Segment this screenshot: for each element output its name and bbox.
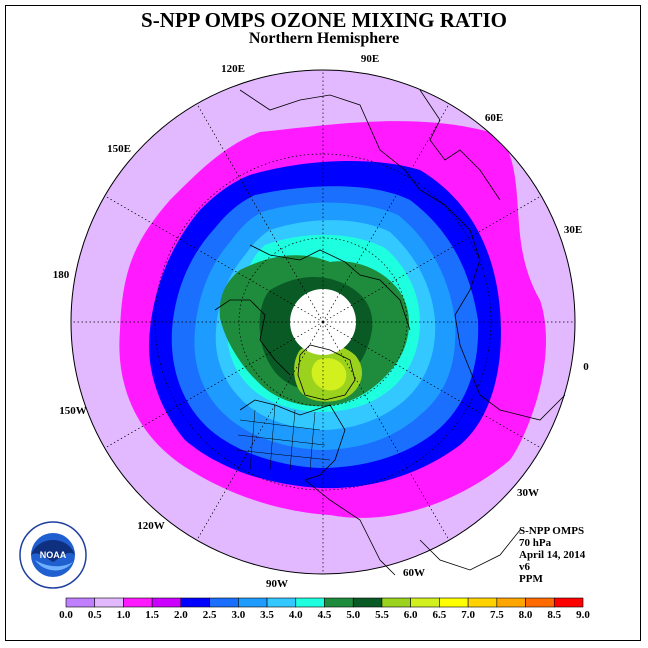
info-units: PPM [519, 573, 543, 585]
longitude-labels: 90E 60E 30E 0 30W 60W 90W 120W 150W 180 … [53, 53, 590, 590]
lon-label-30w: 30W [517, 487, 539, 499]
us-state-borders [235, 404, 331, 471]
lon-label-120w: 120W [137, 520, 165, 532]
colorbar-tick-label: 3.5 [260, 609, 274, 621]
colorbar-swatch [496, 597, 526, 608]
colorbar-swatch [266, 597, 297, 608]
map-border-circle [70, 69, 576, 575]
product-info: S-NPP OMPS 70 hPa April 14, 2014 v6 PPM [519, 525, 585, 585]
lon-label-90w: 90W [266, 578, 288, 590]
coastlines [214, 89, 566, 576]
colorbar-tick-label: 8.0 [519, 609, 533, 621]
colorbar-swatch [238, 597, 268, 608]
colorbar-swatch [295, 597, 325, 608]
info-version: v6 [519, 561, 530, 573]
lon-label-30e: 30E [564, 224, 582, 236]
colorbar-tick-label: 8.5 [547, 609, 561, 621]
colorbar-tick-label: 7.5 [490, 609, 504, 621]
colorbar-swatch [439, 597, 469, 608]
colorbar-swatch [209, 597, 239, 608]
colorbar-tick-label: 7.0 [461, 609, 475, 621]
colorbar-tick-label: 0.5 [88, 609, 102, 621]
colorbar-tick-label: 4.5 [318, 609, 332, 621]
colorbar-tick-label: 6.0 [404, 609, 418, 621]
lon-label-150w: 150W [59, 405, 87, 417]
colorbar-swatch [123, 597, 153, 608]
lon-label-60w: 60W [403, 567, 425, 579]
colorbar-tick-labels: 0.0 0.5 1.0 1.5 2.0 2.5 3.0 3.5 4.0 4.5 5.0 5.5 6.0 6… [59, 609, 590, 621]
info-pressure-level: 70 hPa [519, 537, 552, 549]
colorbar-tick-label: 6.5 [433, 609, 447, 621]
colorbar-tick-label: 2.5 [203, 609, 217, 621]
colorbar-tick-label: 1.5 [145, 609, 159, 621]
colorbar [65, 597, 584, 608]
lon-label-60e: 60E [485, 112, 503, 124]
lon-label-0: 0 [583, 361, 589, 373]
info-instrument: S-NPP OMPS [519, 525, 585, 537]
noaa-logo-icon: NOAA [19, 521, 87, 589]
colorbar-swatch [553, 597, 584, 608]
colorbar-swatch [381, 597, 411, 608]
ozone-field [71, 70, 575, 574]
info-date: April 14, 2014 [519, 549, 586, 561]
svg-text:NOAA: NOAA [40, 550, 67, 560]
colorbar-tick-label: 5.0 [346, 609, 360, 621]
colorbar-swatch [467, 597, 498, 608]
lon-label-150e: 150E [107, 143, 131, 155]
lon-label-180: 180 [53, 269, 70, 281]
colorbar-tick-label: 0.0 [59, 609, 73, 621]
colorbar-swatch [65, 597, 96, 608]
colorbar-swatch [180, 597, 210, 608]
map-title: S-NPP OMPS OZONE MIXING RATIO [141, 8, 507, 32]
colorbar-swatch [151, 597, 182, 608]
colorbar-tick-label: 4.0 [289, 609, 303, 621]
colorbar-tick-label: 9.0 [576, 609, 590, 621]
colorbar-swatch [94, 597, 124, 608]
lon-label-90e: 90E [361, 53, 379, 65]
colorbar-swatch [352, 597, 383, 608]
colorbar-tick-label: 5.5 [375, 609, 389, 621]
colorbar-tick-label: 2.0 [174, 609, 188, 621]
colorbar-swatch [324, 597, 354, 608]
lon-label-120e: 120E [221, 63, 245, 75]
level-5.5-6.0 [311, 358, 347, 391]
colorbar-tick-label: 3.0 [231, 609, 245, 621]
map-frame [5, 5, 641, 641]
colorbar-tick-label: 1.0 [117, 609, 131, 621]
map-subtitle: Northern Hemisphere [248, 30, 400, 47]
colorbar-swatch [410, 597, 440, 608]
colorbar-swatch [525, 597, 555, 608]
